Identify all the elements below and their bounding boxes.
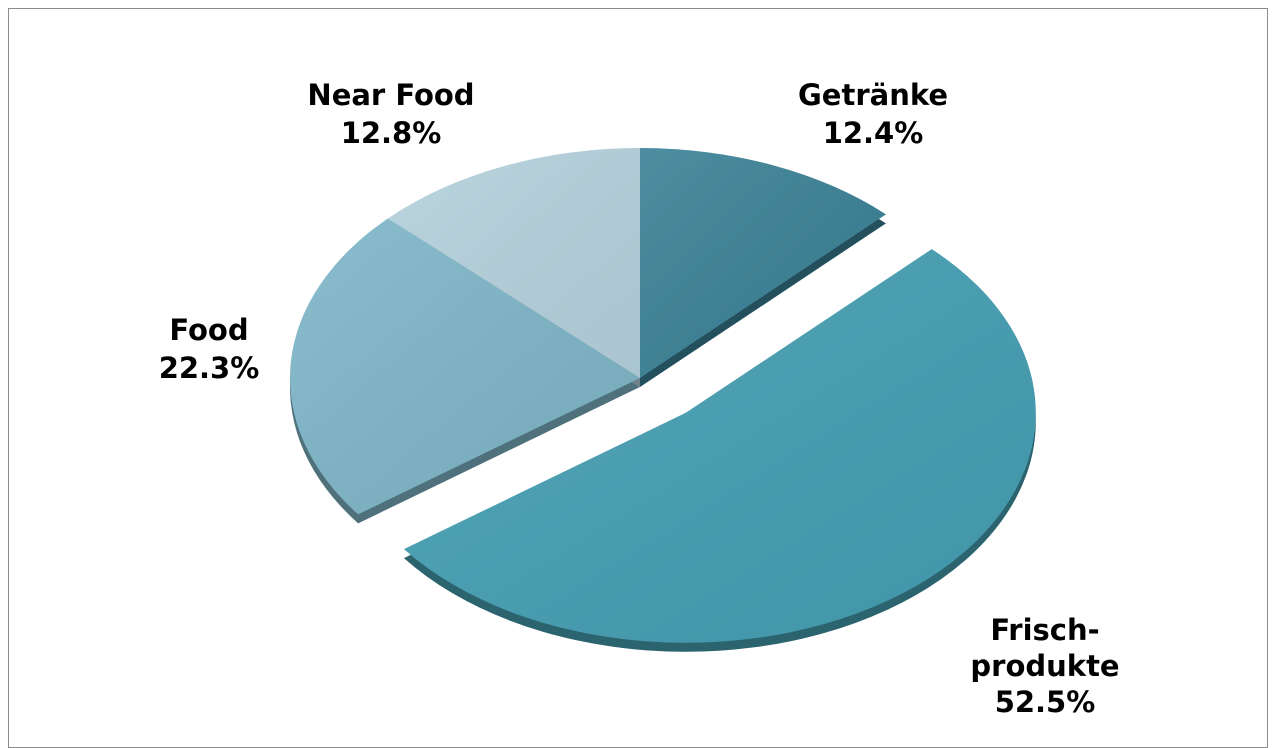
slice-value-getraenke: 12.4%: [823, 116, 924, 150]
slice-value-near-food: 12.8%: [341, 116, 442, 150]
slice-label-food: Food: [169, 313, 248, 347]
slice-value-frischprodukte: 52.5%: [995, 685, 1096, 719]
slice-value-food: 22.3%: [159, 351, 260, 385]
slice-label-near-food: Near Food: [307, 78, 474, 112]
slice-label-frischprodukte-line2: produkte: [970, 649, 1119, 683]
slice-label-frischprodukte-line1: Frisch-: [990, 613, 1099, 647]
slice-label-getraenke: Getränke: [798, 78, 948, 112]
